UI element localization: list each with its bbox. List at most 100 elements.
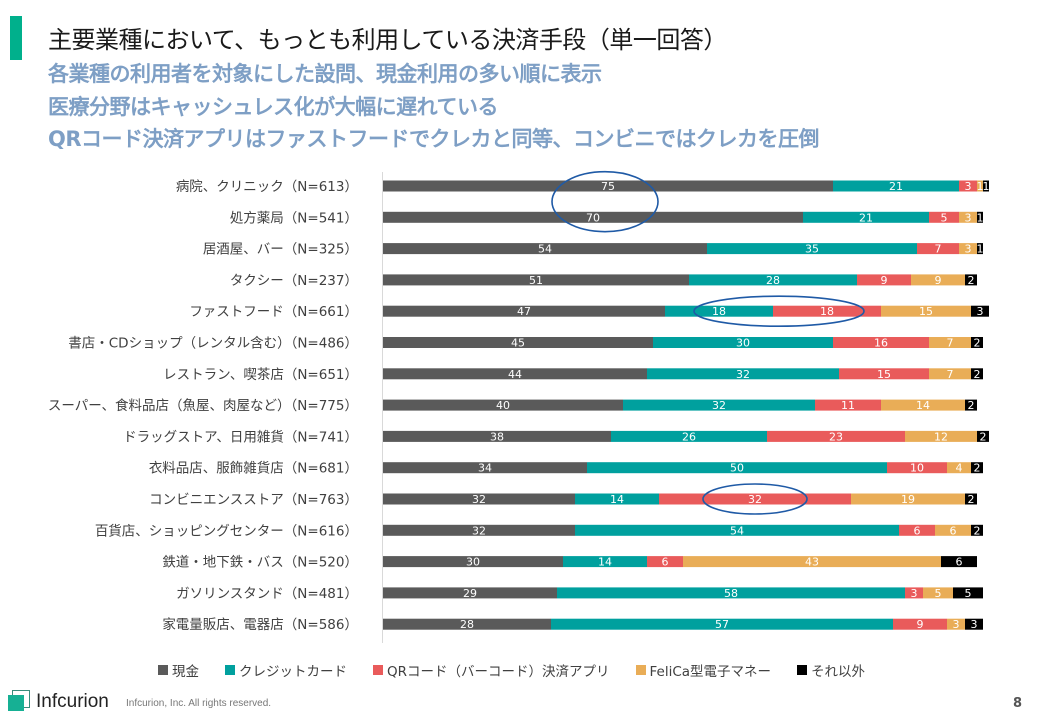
- bar-segment-qr-code: [905, 587, 923, 599]
- data-label-other: 6: [956, 556, 963, 569]
- bar-segment-credit-card: [611, 430, 767, 442]
- bar-segment-cash: [383, 368, 647, 380]
- bar-segment-felica: [977, 180, 983, 192]
- data-label-felica: 4: [956, 462, 963, 475]
- bar-segment-credit-card: [587, 462, 887, 474]
- legend-item-cash: 現金: [158, 660, 199, 680]
- data-label-cash: 32: [472, 524, 486, 537]
- legend-label-felica: FeliCa型電子マネー: [649, 664, 772, 680]
- bar-segment-felica: [947, 618, 965, 630]
- bar-segment-credit-card: [575, 493, 659, 505]
- data-label-qr-code: 3: [965, 180, 972, 193]
- category-label: スーパー、食料品店（魚屋、肉屋など）（N=775）: [48, 397, 358, 414]
- data-label-felica: 15: [919, 305, 933, 318]
- bar-segment-qr-code: [899, 524, 935, 536]
- bar-segment-felica: [911, 274, 965, 286]
- subtitle-line-3: QRコード決済アプリはファストフードでクレカと同等、コンビニではクレカを圧倒: [48, 127, 820, 151]
- bar-segment-qr-code: [917, 243, 959, 255]
- subtitle-line-2: 医療分野はキャッシュレス化が大幅に遅れている: [48, 95, 498, 119]
- data-label-credit-card: 57: [715, 618, 729, 631]
- data-label-credit-card: 50: [730, 462, 744, 475]
- data-label-cash: 44: [508, 368, 522, 381]
- bar-segment-other: [977, 211, 983, 223]
- bar-segment-credit-card: [689, 274, 857, 286]
- data-label-credit-card: 54: [730, 524, 744, 537]
- copyright-text: Infcurion, Inc. All rights reserved.: [126, 698, 272, 709]
- bar-segment-other: [965, 493, 977, 505]
- page-number: 8: [1012, 696, 1022, 711]
- data-label-other: 2: [968, 493, 975, 506]
- bar-segment-cash: [383, 211, 803, 223]
- category-label: 百貨店、ショッピングセンター（N=616）: [95, 522, 358, 539]
- data-label-qr-code: 9: [881, 274, 888, 287]
- data-label-qr-code: 9: [917, 618, 924, 631]
- data-label-other: 3: [971, 618, 978, 631]
- legend-item-other: それ以外: [797, 660, 865, 680]
- bar-segment-credit-card: [707, 243, 917, 255]
- data-label-other: 2: [974, 524, 981, 537]
- data-label-qr-code: 23: [829, 430, 843, 443]
- bar-segment-credit-card: [665, 305, 773, 317]
- data-label-cash: 45: [511, 337, 525, 350]
- data-label-credit-card: 28: [766, 274, 780, 287]
- legend-item-qr-code: QRコード（バーコード）決済アプリ: [373, 660, 610, 680]
- legend-item-credit-card: クレジットカード: [225, 660, 347, 680]
- bar-segment-felica: [947, 462, 971, 474]
- legend-swatch-other: [797, 665, 808, 675]
- data-label-cash: 51: [529, 274, 543, 287]
- bar-segment-qr-code: [767, 430, 905, 442]
- bar-segment-qr-code: [773, 305, 881, 317]
- data-label-cash: 40: [496, 399, 510, 412]
- bar-segment-felica: [935, 524, 971, 536]
- annotation-ellipse-convenience-qr: [702, 483, 808, 515]
- bar-segment-felica: [959, 211, 977, 223]
- legend-label-qr-code: QRコード（バーコード）決済アプリ: [387, 664, 610, 680]
- data-label-credit-card: 18: [712, 305, 726, 318]
- bar-segment-other: [965, 618, 983, 630]
- legend-label-cash: 現金: [172, 664, 199, 680]
- data-label-qr-code: 11: [841, 399, 855, 412]
- data-label-felica: 5: [935, 587, 942, 600]
- data-label-other: 1: [977, 243, 984, 256]
- bar-segment-cash: [383, 587, 557, 599]
- legend-swatch-cash: [158, 665, 168, 675]
- category-label: ファストフード（N=661）: [189, 304, 358, 320]
- bar-segment-felica: [929, 337, 971, 348]
- data-label-other: 2: [980, 430, 987, 443]
- bar-segment-cash: [383, 618, 551, 630]
- data-label-qr-code: 6: [914, 524, 921, 537]
- bar-segment-cash: [383, 430, 611, 442]
- data-label-felica: 1: [977, 180, 984, 193]
- legend-swatch-felica: [635, 665, 646, 675]
- data-label-credit-card: 32: [712, 399, 726, 412]
- bar-segment-credit-card: [551, 618, 893, 630]
- bar-segment-felica: [683, 556, 941, 568]
- data-label-felica: 7: [947, 368, 954, 381]
- bar-segment-cash: [383, 462, 587, 474]
- bar-segment-qr-code: [857, 274, 911, 286]
- bar-segment-credit-card: [623, 399, 815, 411]
- bar-segment-credit-card: [803, 211, 929, 223]
- bar-segment-cash: [383, 399, 623, 411]
- category-label: 家電量販店、電器店（N=586）: [162, 616, 358, 633]
- bar-segment-other: [971, 462, 983, 474]
- infcurion-logo-icon: [8, 690, 32, 714]
- data-label-credit-card: 14: [598, 556, 612, 569]
- data-label-felica: 3: [953, 618, 960, 631]
- page-title: 主要業種において、もっとも利用している決済手段（単一回答）: [48, 26, 727, 54]
- legend-label-other: それ以外: [811, 664, 866, 680]
- bar-segment-felica: [959, 243, 977, 255]
- bar-segment-other: [971, 524, 983, 536]
- bar-segment-cash: [383, 556, 563, 568]
- legend-item-felica: FeliCa型電子マネー: [635, 660, 772, 680]
- data-label-other: 2: [968, 274, 975, 287]
- data-label-cash: 34: [478, 462, 492, 475]
- data-label-qr-code: 32: [748, 493, 762, 506]
- bar-segment-credit-card: [647, 368, 839, 380]
- data-label-qr-code: 15: [877, 368, 891, 381]
- data-label-credit-card: 35: [805, 243, 819, 256]
- bar-segment-other: [971, 368, 983, 380]
- data-label-cash: 29: [463, 587, 477, 600]
- data-label-credit-card: 21: [859, 211, 873, 224]
- data-label-felica: 3: [965, 211, 972, 224]
